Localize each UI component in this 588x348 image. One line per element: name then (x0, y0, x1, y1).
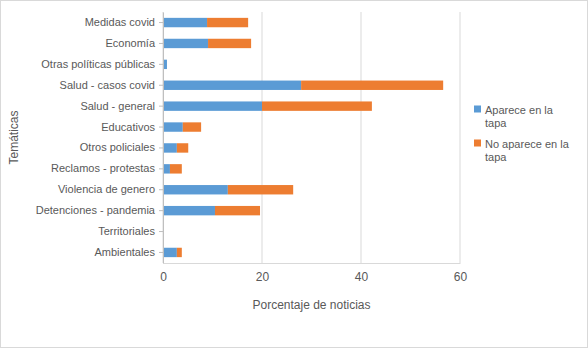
bar (301, 81, 443, 90)
legend-label: No aparece en latapa (485, 138, 570, 163)
bar (177, 248, 182, 257)
bar (163, 248, 177, 257)
y-tick-label: Salud - casos covid (60, 79, 155, 91)
y-tick-mark (159, 127, 163, 128)
y-tick-label: Detenciones - pandemia (36, 204, 156, 216)
bar (163, 122, 183, 131)
chart-frame (1, 1, 588, 348)
bar (163, 18, 207, 27)
legend-label-line: tapa (485, 117, 507, 129)
y-tick-mark (159, 147, 163, 148)
y-tick: Territoriales (98, 225, 163, 237)
y-tick-mark (159, 210, 163, 211)
y-tick-mark (159, 189, 163, 190)
legend-label-line: No aparece en la (485, 138, 570, 150)
y-tick: Detenciones - pandemia (36, 204, 163, 216)
x-axis-line (164, 263, 461, 264)
bar (163, 81, 301, 90)
y-tick: Violencia de genero (58, 183, 163, 195)
series (163, 18, 301, 257)
bar (228, 185, 293, 194)
y-tick: Otros policiales (80, 141, 163, 153)
bar (163, 39, 208, 48)
grid-line (163, 12, 164, 263)
x-tick: 60 (454, 263, 468, 284)
grid-line (361, 12, 362, 263)
series (170, 18, 443, 257)
x-tick-label: 0 (160, 270, 167, 284)
y-tick-mark (159, 231, 163, 232)
grid-line (460, 12, 461, 263)
y-tick-mark (159, 43, 163, 44)
bar (163, 206, 215, 215)
y-tick-label: Medidas covid (85, 16, 155, 28)
x-tick-label: 60 (454, 270, 468, 284)
x-tick: 40 (355, 263, 369, 284)
bar (208, 39, 251, 48)
plot: 0 20 40 60 Medidas covid Economía Otras políti… (36, 12, 468, 284)
y-tick-mark (159, 252, 163, 253)
y-tick-mark (159, 168, 163, 169)
bar (163, 164, 170, 173)
bar (170, 164, 182, 173)
y-axis-line (163, 13, 164, 264)
legend: Aparece en latapaNo aparece en latapa (474, 104, 570, 163)
y-tick-label: Otros policiales (80, 141, 156, 153)
y-tick-label: Reclamos - protestas (51, 162, 155, 174)
bar (183, 122, 201, 131)
legend-label-line: tapa (485, 151, 507, 163)
x-tick-label: 20 (256, 270, 270, 284)
bar (177, 143, 188, 152)
x-axis: 0 20 40 60 (160, 263, 467, 284)
x-tick-label: 40 (355, 270, 369, 284)
y-tick-mark (159, 85, 163, 86)
grid (163, 12, 460, 263)
y-tick: Ambientales (94, 246, 163, 258)
legend-label-line: Aparece en la (485, 104, 554, 116)
x-axis-title: Porcentaje de noticias (252, 298, 370, 312)
y-tick-mark (159, 22, 163, 23)
y-tick-label: Territoriales (98, 225, 155, 237)
bar (163, 143, 177, 152)
grid-line (262, 12, 263, 263)
bar (262, 101, 372, 110)
y-axis: Medidas covid Economía Otras políticas púb… (36, 13, 164, 264)
y-tick-label: Economía (105, 37, 155, 49)
y-tick: Economía (105, 37, 163, 49)
bars (163, 18, 443, 257)
y-tick: Medidas covid (85, 16, 163, 28)
x-tick: 20 (256, 263, 270, 284)
y-tick-label: Ambientales (94, 246, 155, 258)
legend-label: Aparece en latapa (485, 104, 554, 129)
y-tick-label: Violencia de genero (58, 183, 155, 195)
y-tick: Salud - casos covid (60, 79, 163, 91)
bar (163, 101, 262, 110)
bar (207, 18, 248, 27)
x-tick: 0 (160, 263, 167, 284)
y-tick: Salud - general (80, 100, 163, 112)
bar (166, 60, 167, 69)
y-tick-label: Otras políticas públicas (41, 58, 155, 70)
legend-swatch (474, 106, 481, 113)
y-axis-title: Temáticas (7, 110, 21, 164)
bar (163, 185, 228, 194)
y-tick: Educativos (101, 121, 163, 133)
bar (215, 206, 260, 215)
y-tick-mark (159, 64, 163, 65)
y-tick: Otras políticas públicas (41, 58, 163, 70)
legend-swatch (474, 140, 481, 147)
y-tick-label: Educativos (101, 121, 155, 133)
y-tick-label: Salud - general (80, 100, 155, 112)
chart: 0 20 40 60 Medidas covid Economía Otras políti… (0, 0, 588, 348)
y-tick-mark (159, 106, 163, 107)
y-tick: Reclamos - protestas (51, 162, 163, 174)
